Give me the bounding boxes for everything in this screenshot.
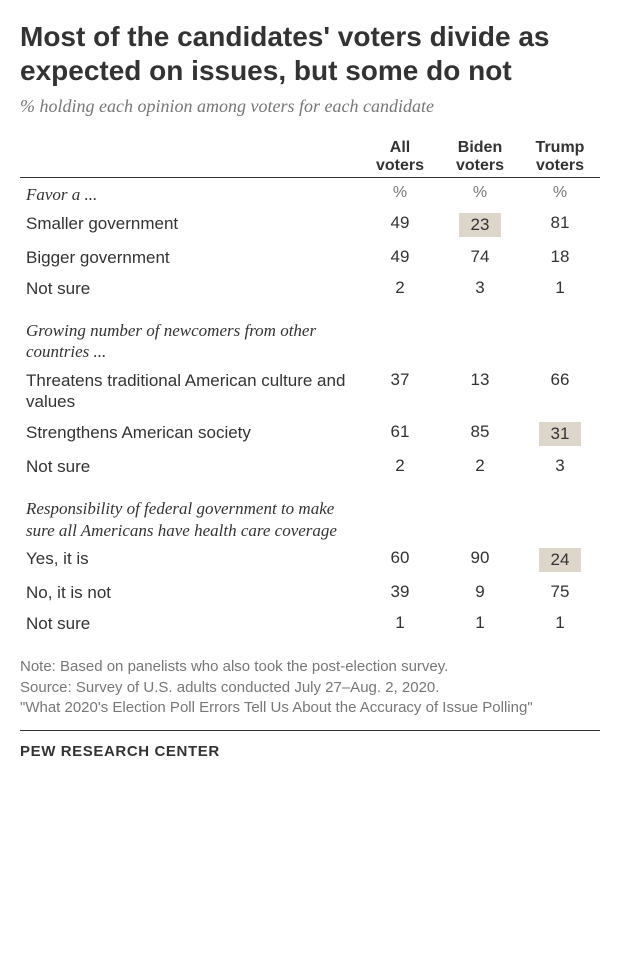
value-cell: 1: [520, 273, 600, 304]
chart-subtitle: % holding each opinion among voters for …: [20, 95, 600, 118]
row-label: No, it is not: [20, 577, 360, 608]
row-label: Smaller government: [20, 208, 360, 242]
value-cell: 24: [520, 543, 600, 577]
pct-symbol: %: [360, 178, 440, 208]
value-cell: 61: [360, 417, 440, 451]
brand-name: PEW RESEARCH CENTER: [20, 743, 600, 760]
divider-line: [20, 730, 600, 731]
value-cell: 49: [360, 208, 440, 242]
table-row: Strengthens American society6185 31: [20, 417, 600, 451]
table-row: Not sure111: [20, 608, 600, 639]
col-biden-voters: Biden voters: [440, 135, 520, 178]
value-cell: 1: [440, 608, 520, 639]
value-cell: 9: [440, 577, 520, 608]
chart-title: Most of the candidates' voters divide as…: [20, 20, 600, 87]
value-cell: 3: [440, 273, 520, 304]
col-all-voters: All voters: [360, 135, 440, 178]
header-row: All voters Biden voters Trump voters: [20, 135, 600, 178]
value-cell: 49: [360, 242, 440, 273]
value-cell: 3: [520, 451, 600, 482]
table-row: Not sure223: [20, 451, 600, 482]
value-cell: 90: [440, 543, 520, 577]
value-cell: 85: [440, 417, 520, 451]
pct-symbol: %: [520, 178, 600, 208]
table-row: No, it is not39975: [20, 577, 600, 608]
table-row: Bigger government497418: [20, 242, 600, 273]
row-label: Not sure: [20, 608, 360, 639]
value-cell: 1: [520, 608, 600, 639]
row-label: Threatens traditional American culture a…: [20, 365, 360, 418]
value-cell: 18: [520, 242, 600, 273]
table-row: Smaller government49 23 81: [20, 208, 600, 242]
row-label: Yes, it is: [20, 543, 360, 577]
value-cell: 75: [520, 577, 600, 608]
group-header: Responsibility of federal government to …: [20, 482, 360, 543]
value-cell: 74: [440, 242, 520, 273]
table-row: Not sure231: [20, 273, 600, 304]
highlighted-value: 23: [459, 213, 501, 237]
value-cell: 13: [440, 365, 520, 418]
row-label: Not sure: [20, 273, 360, 304]
row-label: Not sure: [20, 451, 360, 482]
row-label: Strengthens American society: [20, 417, 360, 451]
table-row: Threatens traditional American culture a…: [20, 365, 600, 418]
value-cell: 37: [360, 365, 440, 418]
row-label: Bigger government: [20, 242, 360, 273]
value-cell: 39: [360, 577, 440, 608]
value-cell: 81: [520, 208, 600, 242]
table-row: Yes, it is6090 24: [20, 543, 600, 577]
value-cell: 23: [440, 208, 520, 242]
data-table: All voters Biden voters Trump voters Fav…: [20, 135, 600, 640]
value-cell: 1: [360, 608, 440, 639]
highlighted-value: 31: [539, 422, 581, 446]
value-cell: 2: [440, 451, 520, 482]
value-cell: 31: [520, 417, 600, 451]
value-cell: 2: [360, 451, 440, 482]
col-trump-voters: Trump voters: [520, 135, 600, 178]
value-cell: 2: [360, 273, 440, 304]
group-header: Favor a ...: [20, 178, 360, 208]
highlighted-value: 24: [539, 548, 581, 572]
value-cell: 60: [360, 543, 440, 577]
pct-symbol: %: [440, 178, 520, 208]
note-text: Note: Based on panelists who also took t…: [20, 657, 600, 718]
value-cell: 66: [520, 365, 600, 418]
group-header: Growing number of newcomers from other c…: [20, 304, 360, 365]
